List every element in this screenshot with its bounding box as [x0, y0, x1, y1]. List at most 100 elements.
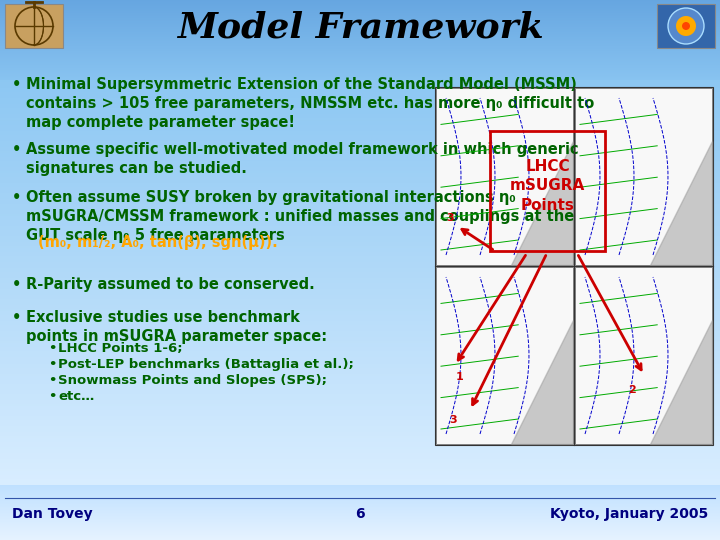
Polygon shape	[511, 320, 573, 444]
Bar	[0, 323, 720, 325]
Text: 3: 3	[446, 213, 454, 223]
Bar	[0, 258, 720, 260]
Bar	[0, 408, 720, 410]
Bar	[0, 424, 720, 426]
Bar	[0, 441, 720, 442]
Bar	[0, 369, 720, 372]
Bar	[0, 190, 720, 191]
Bar	[0, 377, 720, 380]
Bar	[0, 414, 720, 416]
Bar	[0, 177, 720, 179]
Bar	[0, 329, 720, 331]
Bar	[0, 368, 720, 369]
Bar	[0, 442, 720, 444]
Bar	[0, 317, 720, 319]
Bar	[0, 92, 720, 94]
Bar	[0, 444, 720, 447]
Bar	[0, 244, 720, 246]
Bar	[0, 337, 720, 339]
Bar	[0, 400, 720, 402]
Text: Kyoto, January 2005: Kyoto, January 2005	[550, 507, 708, 521]
Bar	[0, 220, 720, 222]
Bar	[0, 392, 720, 394]
Bar	[0, 169, 720, 171]
Bar	[0, 271, 720, 272]
Bar	[0, 171, 720, 173]
Bar	[0, 434, 720, 436]
Bar	[0, 428, 720, 430]
Bar	[0, 157, 720, 159]
Bar	[0, 398, 720, 400]
Bar	[0, 321, 720, 323]
Bar	[0, 287, 720, 288]
Circle shape	[682, 22, 690, 30]
Bar	[0, 282, 720, 285]
Bar	[0, 349, 720, 352]
Bar	[0, 374, 720, 376]
Text: •: •	[12, 77, 22, 92]
Bar	[0, 382, 720, 384]
Bar	[0, 305, 720, 307]
Text: Often assume SUSY broken by gravitational interactions η₀
mSUGRA/CMSSM framework: Often assume SUSY broken by gravitationa…	[26, 190, 575, 244]
Bar	[0, 394, 720, 396]
Bar	[0, 410, 720, 412]
Bar	[0, 228, 720, 230]
Text: 1: 1	[456, 372, 464, 382]
Bar	[0, 104, 720, 106]
Bar	[0, 161, 720, 163]
Text: •: •	[12, 310, 22, 325]
Bar	[0, 341, 720, 343]
Bar	[0, 139, 720, 141]
Bar	[0, 260, 720, 262]
Polygon shape	[511, 141, 573, 265]
Bar	[0, 426, 720, 428]
Bar	[0, 438, 720, 441]
Bar	[0, 153, 720, 155]
Bar	[0, 84, 720, 86]
Bar	[0, 293, 720, 295]
Bar	[0, 458, 720, 461]
Bar	[0, 134, 720, 137]
Bar	[0, 343, 720, 345]
Bar	[0, 88, 720, 90]
Text: Exclusive studies use benchmark
points in mSUGRA parameter space:: Exclusive studies use benchmark points i…	[26, 310, 327, 344]
Bar	[0, 361, 720, 363]
Bar	[0, 268, 720, 271]
Text: Assume specific well-motivated model framework in which generic
signatures can b: Assume specific well-motivated model fra…	[26, 142, 579, 176]
Bar	[0, 246, 720, 248]
Bar	[0, 416, 720, 418]
Bar	[0, 276, 720, 279]
Bar	[0, 151, 720, 153]
Bar	[0, 230, 720, 232]
Bar	[0, 248, 720, 250]
Bar	[0, 201, 720, 204]
Text: •: •	[48, 374, 56, 387]
Bar	[0, 173, 720, 175]
Bar	[0, 303, 720, 305]
Bar	[0, 386, 720, 388]
Bar	[0, 191, 720, 193]
Bar	[0, 120, 720, 123]
Bar	[0, 250, 720, 252]
Bar	[0, 327, 720, 329]
Bar	[0, 280, 720, 282]
Bar	[0, 325, 720, 327]
Bar	[0, 266, 720, 268]
Bar	[0, 372, 720, 374]
Bar	[0, 279, 720, 280]
Bar	[0, 299, 720, 301]
Bar	[0, 232, 720, 234]
Text: Model Framework: Model Framework	[176, 10, 544, 44]
Bar	[0, 238, 720, 240]
Bar	[0, 309, 720, 311]
Bar	[0, 422, 720, 424]
Bar	[0, 210, 720, 212]
Bar	[0, 147, 720, 149]
Bar	[0, 218, 720, 220]
Bar	[0, 90, 720, 92]
Bar	[0, 82, 720, 84]
Bar	[0, 163, 720, 165]
Bar	[0, 420, 720, 422]
Bar	[0, 363, 720, 366]
Text: LHCC Points 1-6;: LHCC Points 1-6;	[58, 342, 183, 355]
